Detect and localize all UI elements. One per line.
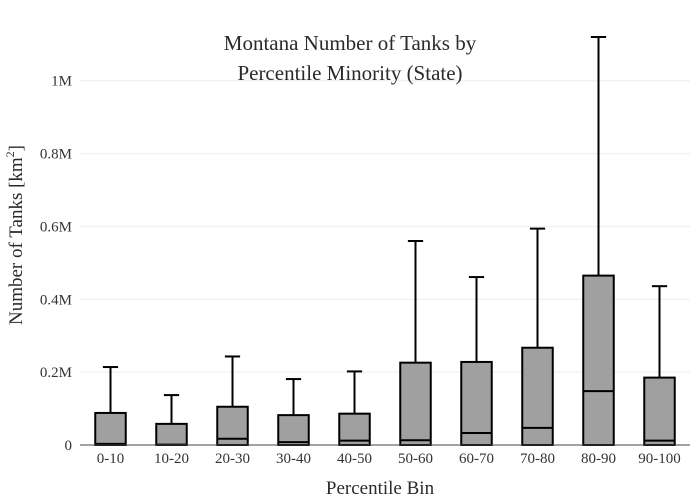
chart-title-line-2: Percentile Minority (State) (237, 61, 462, 85)
box-40-50 (338, 370, 371, 446)
box-30-40 (277, 378, 310, 446)
y-axis-title-superscript: 2 (3, 151, 17, 157)
box-body (582, 274, 615, 446)
y-axis-title-close: ] (6, 145, 27, 151)
x-tick-label: 40-50 (337, 451, 372, 467)
y-tick-label: 0.8M (40, 147, 72, 163)
box-60-70 (460, 276, 493, 447)
chart-title-line-1: Montana Number of Tanks by (224, 31, 477, 55)
box-body (399, 361, 432, 446)
y-tick-label: 0.6M (40, 219, 72, 235)
y-tick-label: 0.2M (40, 365, 72, 381)
x-tick-label: 10-20 (154, 451, 189, 467)
x-tick-label: 20-30 (215, 451, 250, 467)
box-body (277, 414, 310, 446)
box-body (94, 411, 127, 447)
box-0-10 (94, 366, 127, 447)
box-body (521, 346, 554, 446)
x-tick-label: 60-70 (459, 451, 494, 467)
box-body (155, 422, 188, 446)
y-tick-label: 0.4M (40, 292, 72, 308)
y-axis-title: Number of Tanks [km2] (3, 145, 27, 325)
x-tick-label: 30-40 (276, 451, 311, 467)
x-tick-label: 50-60 (398, 451, 433, 467)
box-20-30 (216, 355, 249, 446)
box-70-80 (521, 227, 554, 446)
x-tick-label: 90-100 (638, 451, 681, 467)
y-axis-ticks: 0 0.2M 0.4M 0.6M 0.8M 1M (40, 74, 72, 454)
y-axis-title-main: Number of Tanks [km (6, 157, 27, 325)
x-axis-title: Percentile Bin (326, 478, 435, 499)
box-plot-series (94, 36, 676, 447)
y-tick-label: 1M (51, 74, 72, 90)
box-80-90 (582, 36, 615, 446)
x-tick-label: 80-90 (581, 451, 616, 467)
y-tick-label: 0 (65, 438, 73, 454)
x-tick-label: 0-10 (97, 451, 125, 467)
box-50-60 (399, 240, 432, 446)
box-90-100 (643, 285, 676, 447)
x-tick-label: 70-80 (520, 451, 555, 467)
box-body (643, 376, 676, 447)
box-10-20 (155, 394, 188, 446)
x-axis-ticks: 0-10 10-20 20-30 30-40 40-50 50-60 60-70 70-80 8… (97, 451, 681, 467)
